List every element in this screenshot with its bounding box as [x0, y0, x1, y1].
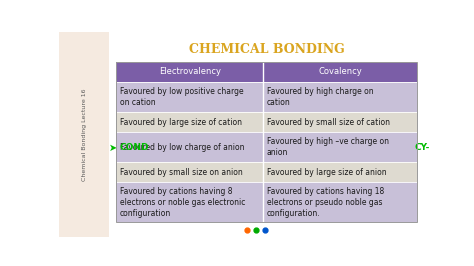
Text: Chemical Bonding Lecture 16: Chemical Bonding Lecture 16	[82, 88, 87, 181]
FancyBboxPatch shape	[263, 132, 418, 162]
Text: CY-: CY-	[415, 143, 430, 152]
Text: Favoured by high –ve charge on
anion: Favoured by high –ve charge on anion	[267, 137, 389, 157]
Text: Electrovalency: Electrovalency	[159, 67, 221, 76]
FancyBboxPatch shape	[263, 182, 418, 222]
Text: Favoured by small size of cation: Favoured by small size of cation	[267, 118, 390, 127]
FancyBboxPatch shape	[116, 132, 263, 162]
Text: Favoured by low positive charge
on cation: Favoured by low positive charge on catio…	[120, 87, 244, 107]
FancyBboxPatch shape	[116, 82, 263, 112]
FancyBboxPatch shape	[116, 112, 263, 132]
Text: Favoured by large size of anion: Favoured by large size of anion	[267, 168, 386, 177]
FancyBboxPatch shape	[263, 112, 418, 132]
Text: Favoured by large size of cation: Favoured by large size of cation	[120, 118, 242, 127]
FancyBboxPatch shape	[59, 32, 109, 237]
Text: ➤: ➤	[109, 143, 117, 153]
FancyBboxPatch shape	[263, 162, 418, 182]
Text: Favoured by small size on anion: Favoured by small size on anion	[120, 168, 243, 177]
Text: Favoured by low charge of anion: Favoured by low charge of anion	[120, 143, 245, 152]
Text: Covalency: Covalency	[319, 67, 362, 76]
FancyBboxPatch shape	[263, 62, 418, 82]
FancyBboxPatch shape	[116, 182, 263, 222]
Text: CHEMICAL BONDING: CHEMICAL BONDING	[189, 43, 345, 56]
Text: Favoured by cations having 8
electrons or noble gas electronic
configuration: Favoured by cations having 8 electrons o…	[120, 187, 245, 218]
Text: Favoured by cations having 18
electrons or pseudo noble gas
configuration.: Favoured by cations having 18 electrons …	[267, 187, 384, 218]
Text: Favoured by high charge on
cation: Favoured by high charge on cation	[267, 87, 374, 107]
Text: COND: COND	[120, 143, 149, 152]
FancyBboxPatch shape	[116, 162, 263, 182]
FancyBboxPatch shape	[263, 82, 418, 112]
FancyBboxPatch shape	[116, 62, 263, 82]
